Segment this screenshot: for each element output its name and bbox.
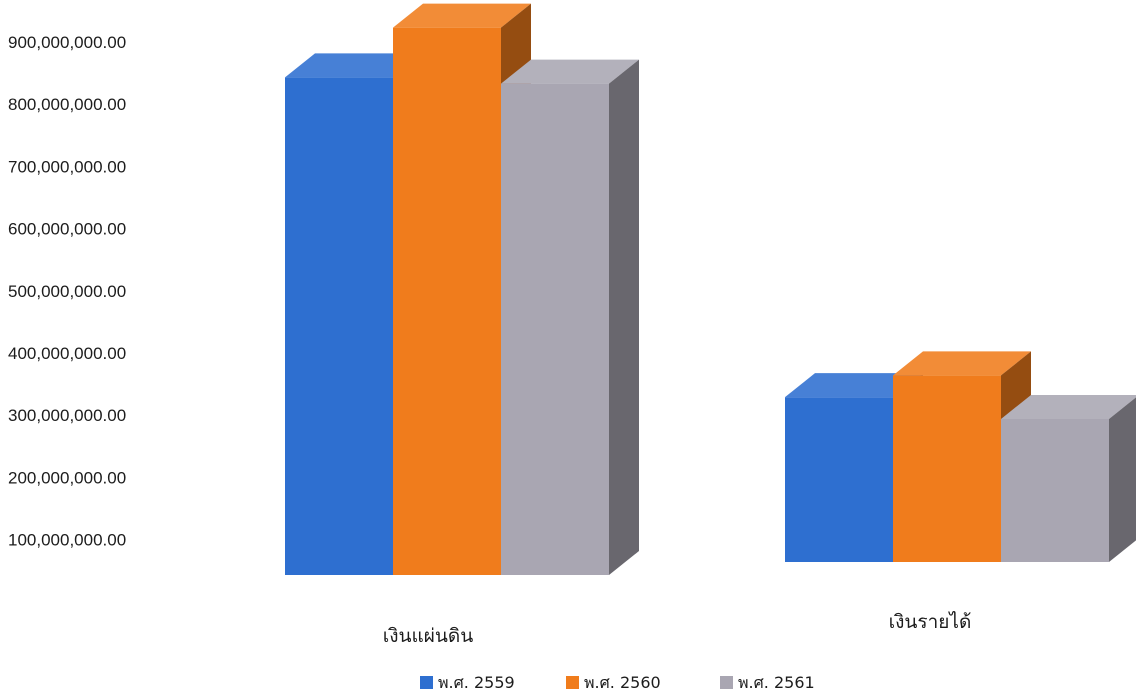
- legend-item: พ.ศ. 2561: [720, 673, 815, 692]
- y-tick-label: 100,000,000.00: [8, 531, 126, 550]
- x-category-label: เงินรายได้: [889, 611, 972, 633]
- bar-top-face: [285, 53, 423, 78]
- y-tick-label: 300,000,000.00: [8, 406, 126, 425]
- y-tick-label: 700,000,000.00: [8, 157, 126, 176]
- bar-front-face: [501, 83, 609, 576]
- x-category-label: เงินแผ่นดิน: [383, 625, 473, 647]
- legend-label: พ.ศ. 2560: [584, 673, 661, 692]
- y-tick-label: 200,000,000.00: [8, 468, 126, 487]
- bar-front-face: [1001, 418, 1109, 562]
- bar-front-face: [893, 375, 1001, 562]
- bar-top-face: [893, 351, 1031, 376]
- bar-revenue-3: [1001, 394, 1136, 562]
- bar-front-face: [785, 397, 893, 562]
- bars: [285, 3, 1136, 576]
- bar-top-face: [393, 3, 531, 28]
- bar-top-face: [785, 373, 923, 398]
- x-axis: เงินแผ่นดิน เงินรายได้: [383, 611, 972, 647]
- legend-label: พ.ศ. 2559: [438, 673, 515, 692]
- y-tick-label: 600,000,000.00: [8, 220, 126, 239]
- legend-swatch: [420, 676, 433, 689]
- bar-side-face: [609, 59, 639, 576]
- y-tick-label: 800,000,000.00: [8, 95, 126, 114]
- y-axis: 100,000,000.00 200,000,000.00 300,000,000.…: [8, 33, 126, 550]
- y-tick-label: 400,000,000.00: [8, 344, 126, 363]
- legend: พ.ศ. 2559 พ.ศ. 2560 พ.ศ. 2561: [420, 673, 815, 692]
- y-tick-label: 500,000,000.00: [8, 282, 126, 301]
- bar-top-face: [501, 59, 639, 84]
- legend-item: พ.ศ. 2560: [566, 673, 661, 692]
- bar-side-face: [1109, 397, 1136, 562]
- legend-swatch: [720, 676, 733, 689]
- legend-swatch: [566, 676, 579, 689]
- y-tick-label: 900,000,000.00: [8, 33, 126, 52]
- legend-label: พ.ศ. 2561: [738, 673, 815, 692]
- bar-top-face: [1001, 394, 1136, 419]
- bar-front-face: [393, 27, 501, 575]
- bar-land-budget-3: [501, 59, 639, 576]
- legend-item: พ.ศ. 2559: [420, 673, 515, 692]
- bar-front-face: [285, 77, 393, 576]
